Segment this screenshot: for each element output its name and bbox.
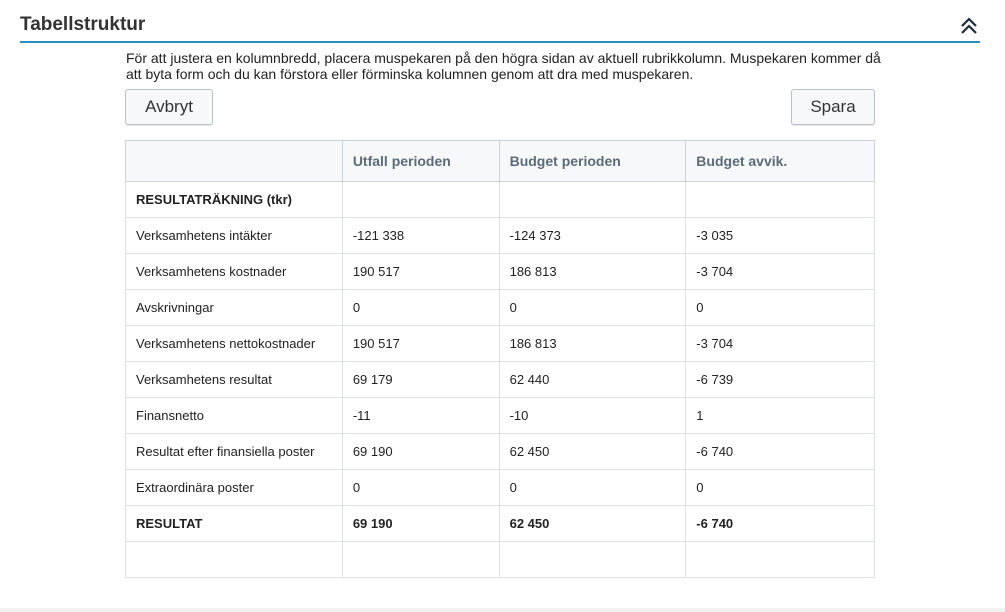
table-row: Verksamhetens nettokostnader 190 517 186 8… xyxy=(125,325,875,362)
table-cell: RESULTAT xyxy=(125,505,343,542)
section-divider xyxy=(20,41,980,43)
table-cell: 186 813 xyxy=(498,253,687,290)
table-cell xyxy=(685,181,875,218)
column-header[interactable] xyxy=(125,140,343,182)
footer-strip xyxy=(0,608,1005,612)
table-cell: 0 xyxy=(685,469,875,506)
table-cell: 62 450 xyxy=(498,433,687,470)
double-chevron-up-icon[interactable] xyxy=(958,14,980,38)
table-cell: -6 739 xyxy=(685,361,875,398)
table-cell: Extraordinära poster xyxy=(125,469,343,506)
table-header-row: Utfall perioden Budget perioden Budget a… xyxy=(125,140,875,182)
table-row: Avskrivningar 0 0 0 xyxy=(125,289,875,326)
table-cell: -3 704 xyxy=(685,253,875,290)
table-cell: 62 440 xyxy=(498,361,687,398)
column-header[interactable]: Budget avvik. xyxy=(685,140,875,182)
table-cell xyxy=(685,541,875,578)
table-cell: Verksamhetens resultat xyxy=(125,361,343,398)
table-cell xyxy=(341,181,500,218)
table-row: Resultat efter finansiella poster 69 190 6… xyxy=(125,433,875,470)
table-structure: Utfall perioden Budget perioden Budget a… xyxy=(125,140,875,578)
table-row: Verksamhetens kostnader 190 517 186 813 -3 … xyxy=(125,253,875,290)
column-header[interactable]: Budget perioden xyxy=(498,140,687,182)
table-cell: -124 373 xyxy=(498,217,687,254)
table-row: Verksamhetens intäkter -121 338 -124 373 -3… xyxy=(125,217,875,254)
table-cell: 190 517 xyxy=(341,253,500,290)
table-row: Finansnetto -11 -10 1 xyxy=(125,397,875,434)
table-cell: 69 179 xyxy=(341,361,500,398)
table-cell: Verksamhetens nettokostnader xyxy=(125,325,343,362)
table-cell: -3 035 xyxy=(685,217,875,254)
table-cell xyxy=(498,181,687,218)
table-cell: 0 xyxy=(341,289,500,326)
table-row xyxy=(125,541,875,578)
instructions-text: För att justera en kolumnbredd, placera … xyxy=(126,50,881,82)
column-header[interactable]: Utfall perioden xyxy=(341,140,500,182)
save-button[interactable]: Spara xyxy=(791,89,875,125)
table-cell: -3 704 xyxy=(685,325,875,362)
table-cell: 190 517 xyxy=(341,325,500,362)
table-cell: Avskrivningar xyxy=(125,289,343,326)
table-row: Verksamhetens resultat 69 179 62 440 -6 739 xyxy=(125,361,875,398)
table-row: RESULTAT 69 190 62 450 -6 740 xyxy=(125,505,875,542)
table-cell: 62 450 xyxy=(498,505,687,542)
table-cell: 1 xyxy=(685,397,875,434)
table-cell: 186 813 xyxy=(498,325,687,362)
table-cell: 0 xyxy=(341,469,500,506)
section-title: Tabellstruktur xyxy=(20,14,146,35)
table-cell: 0 xyxy=(498,469,687,506)
cancel-button[interactable]: Avbryt xyxy=(125,89,213,125)
table-cell xyxy=(498,541,687,578)
table-cell: -121 338 xyxy=(341,217,500,254)
table-cell: 0 xyxy=(498,289,687,326)
table-cell: Verksamhetens intäkter xyxy=(125,217,343,254)
table-cell: RESULTATRÄKNING (tkr) xyxy=(125,181,343,218)
table-cell: Verksamhetens kostnader xyxy=(125,253,343,290)
table-cell: 69 190 xyxy=(341,433,500,470)
table-cell: Finansnetto xyxy=(125,397,343,434)
table-row: RESULTATRÄKNING (tkr) xyxy=(125,181,875,218)
table-cell: -6 740 xyxy=(685,433,875,470)
table-cell: -11 xyxy=(341,397,500,434)
table-cell: -10 xyxy=(498,397,687,434)
table-cell: -6 740 xyxy=(685,505,875,542)
table-cell: 69 190 xyxy=(341,505,500,542)
table-cell: Resultat efter finansiella poster xyxy=(125,433,343,470)
table-cell xyxy=(125,541,343,578)
table-cell xyxy=(341,541,500,578)
table-row: Extraordinära poster 0 0 0 xyxy=(125,469,875,506)
table-cell: 0 xyxy=(685,289,875,326)
